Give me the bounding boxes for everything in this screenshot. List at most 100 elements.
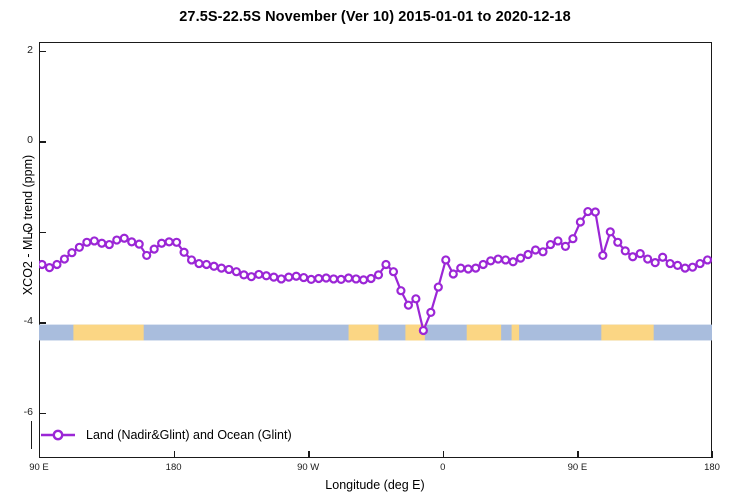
data-point-marker xyxy=(628,252,638,262)
data-point-marker xyxy=(665,258,675,269)
land-band-segment xyxy=(601,324,654,341)
data-point-marker xyxy=(396,286,406,296)
data-point-marker xyxy=(119,233,129,243)
land-band-segment xyxy=(348,324,379,341)
x-axis-label: Longitude (deg E) xyxy=(325,478,425,492)
data-point-marker xyxy=(246,272,256,282)
data-point-marker xyxy=(164,237,174,247)
plot-canvas xyxy=(39,206,712,341)
y-axis-tick xyxy=(39,51,46,53)
data-point-marker xyxy=(463,264,473,274)
y-axis-tick xyxy=(39,322,46,324)
data-point-marker xyxy=(575,217,585,227)
data-point-marker xyxy=(254,269,264,280)
chart-title: 27.5S-22.5S November (Ver 10) 2015-01-01… xyxy=(179,9,571,25)
data-point-marker xyxy=(560,241,571,251)
y-axis-tick xyxy=(39,231,46,234)
data-point-marker xyxy=(403,300,413,310)
data-point-marker xyxy=(501,255,511,265)
data-point-marker xyxy=(329,274,339,284)
data-point-marker xyxy=(620,246,630,256)
data-point-marker xyxy=(112,235,122,245)
data-point-marker xyxy=(583,206,593,217)
data-point-marker xyxy=(52,259,62,270)
data-point-marker xyxy=(39,259,47,270)
data-point-marker xyxy=(538,247,548,257)
data-point-marker xyxy=(702,255,712,265)
data-point-marker xyxy=(149,244,159,254)
data-point-marker xyxy=(306,274,316,284)
x-axis-tick-label: 90 E xyxy=(567,462,588,473)
data-point-marker xyxy=(471,263,481,273)
data-point-marker xyxy=(493,254,503,264)
land-band-segment xyxy=(73,324,144,341)
data-point-marker xyxy=(433,282,443,292)
data-point-marker xyxy=(523,249,533,260)
data-point-marker xyxy=(643,254,653,264)
data-point-marker xyxy=(314,273,324,284)
x-axis-tick xyxy=(173,451,175,458)
data-point-marker xyxy=(231,267,242,277)
data-point-marker xyxy=(508,257,518,267)
y-axis-tick-label: -4 xyxy=(23,315,33,328)
x-axis-tick-label: 90 W xyxy=(297,462,320,473)
y-axis-tick xyxy=(39,412,46,415)
x-axis-tick xyxy=(308,451,310,458)
data-point-marker xyxy=(171,237,182,247)
data-point-marker xyxy=(687,262,698,272)
y-axis-tick-label: -6 xyxy=(23,405,33,418)
data-point-marker xyxy=(239,270,249,280)
legend-label: Land (Nadir&Glint) and Ocean (Glint) xyxy=(86,428,292,442)
data-point-marker xyxy=(299,272,309,283)
data-point-marker xyxy=(553,236,563,246)
data-point-marker xyxy=(276,274,286,284)
data-point-marker xyxy=(157,238,167,248)
y-axis-tick-label: 0 xyxy=(27,134,33,147)
data-point-marker xyxy=(486,256,496,266)
data-point-marker xyxy=(186,255,197,265)
data-point-marker xyxy=(201,259,212,270)
data-point-marker xyxy=(456,263,466,273)
data-point-marker xyxy=(598,250,608,261)
data-point-marker xyxy=(680,263,690,273)
data-point-marker xyxy=(635,249,645,259)
y-axis-tick-label: -2 xyxy=(23,224,33,237)
data-point-marker xyxy=(613,237,623,247)
data-point-marker xyxy=(142,250,152,261)
data-point-marker xyxy=(194,258,204,269)
data-point-marker xyxy=(441,255,451,265)
data-point-marker xyxy=(650,258,660,268)
y-axis-tick xyxy=(39,141,46,143)
data-point-marker xyxy=(358,275,369,285)
data-point-marker xyxy=(478,259,488,270)
data-point-marker xyxy=(321,273,331,283)
data-point-marker xyxy=(448,269,458,279)
data-point-marker xyxy=(67,248,77,258)
land-band-segment xyxy=(511,324,520,341)
data-point-marker xyxy=(351,274,361,284)
data-point-marker xyxy=(605,227,615,237)
data-point-marker xyxy=(530,245,541,255)
data-point-marker xyxy=(209,261,219,271)
chart-legend[interactable]: Land (Nadir&Glint) and Ocean (Glint) xyxy=(31,421,292,449)
data-point-marker xyxy=(104,239,114,250)
data-point-marker xyxy=(134,239,144,249)
x-axis-tick-label: 180 xyxy=(704,462,720,473)
data-point-marker xyxy=(590,207,600,217)
data-point-marker xyxy=(224,264,234,275)
data-point-marker xyxy=(426,307,436,317)
data-point-marker xyxy=(291,271,301,281)
land-band-segment xyxy=(466,324,502,341)
data-point-marker xyxy=(179,247,189,257)
data-point-marker xyxy=(381,259,391,270)
data-series-group xyxy=(39,206,712,336)
y-axis-tick-label: 2 xyxy=(27,44,33,57)
data-point-marker xyxy=(515,253,526,263)
data-point-marker xyxy=(388,267,399,277)
x-axis-tick-label: 180 xyxy=(165,462,182,473)
data-point-marker xyxy=(89,236,99,246)
x-axis-tick xyxy=(712,451,714,458)
data-point-marker xyxy=(545,239,556,250)
data-point-marker xyxy=(336,274,346,284)
